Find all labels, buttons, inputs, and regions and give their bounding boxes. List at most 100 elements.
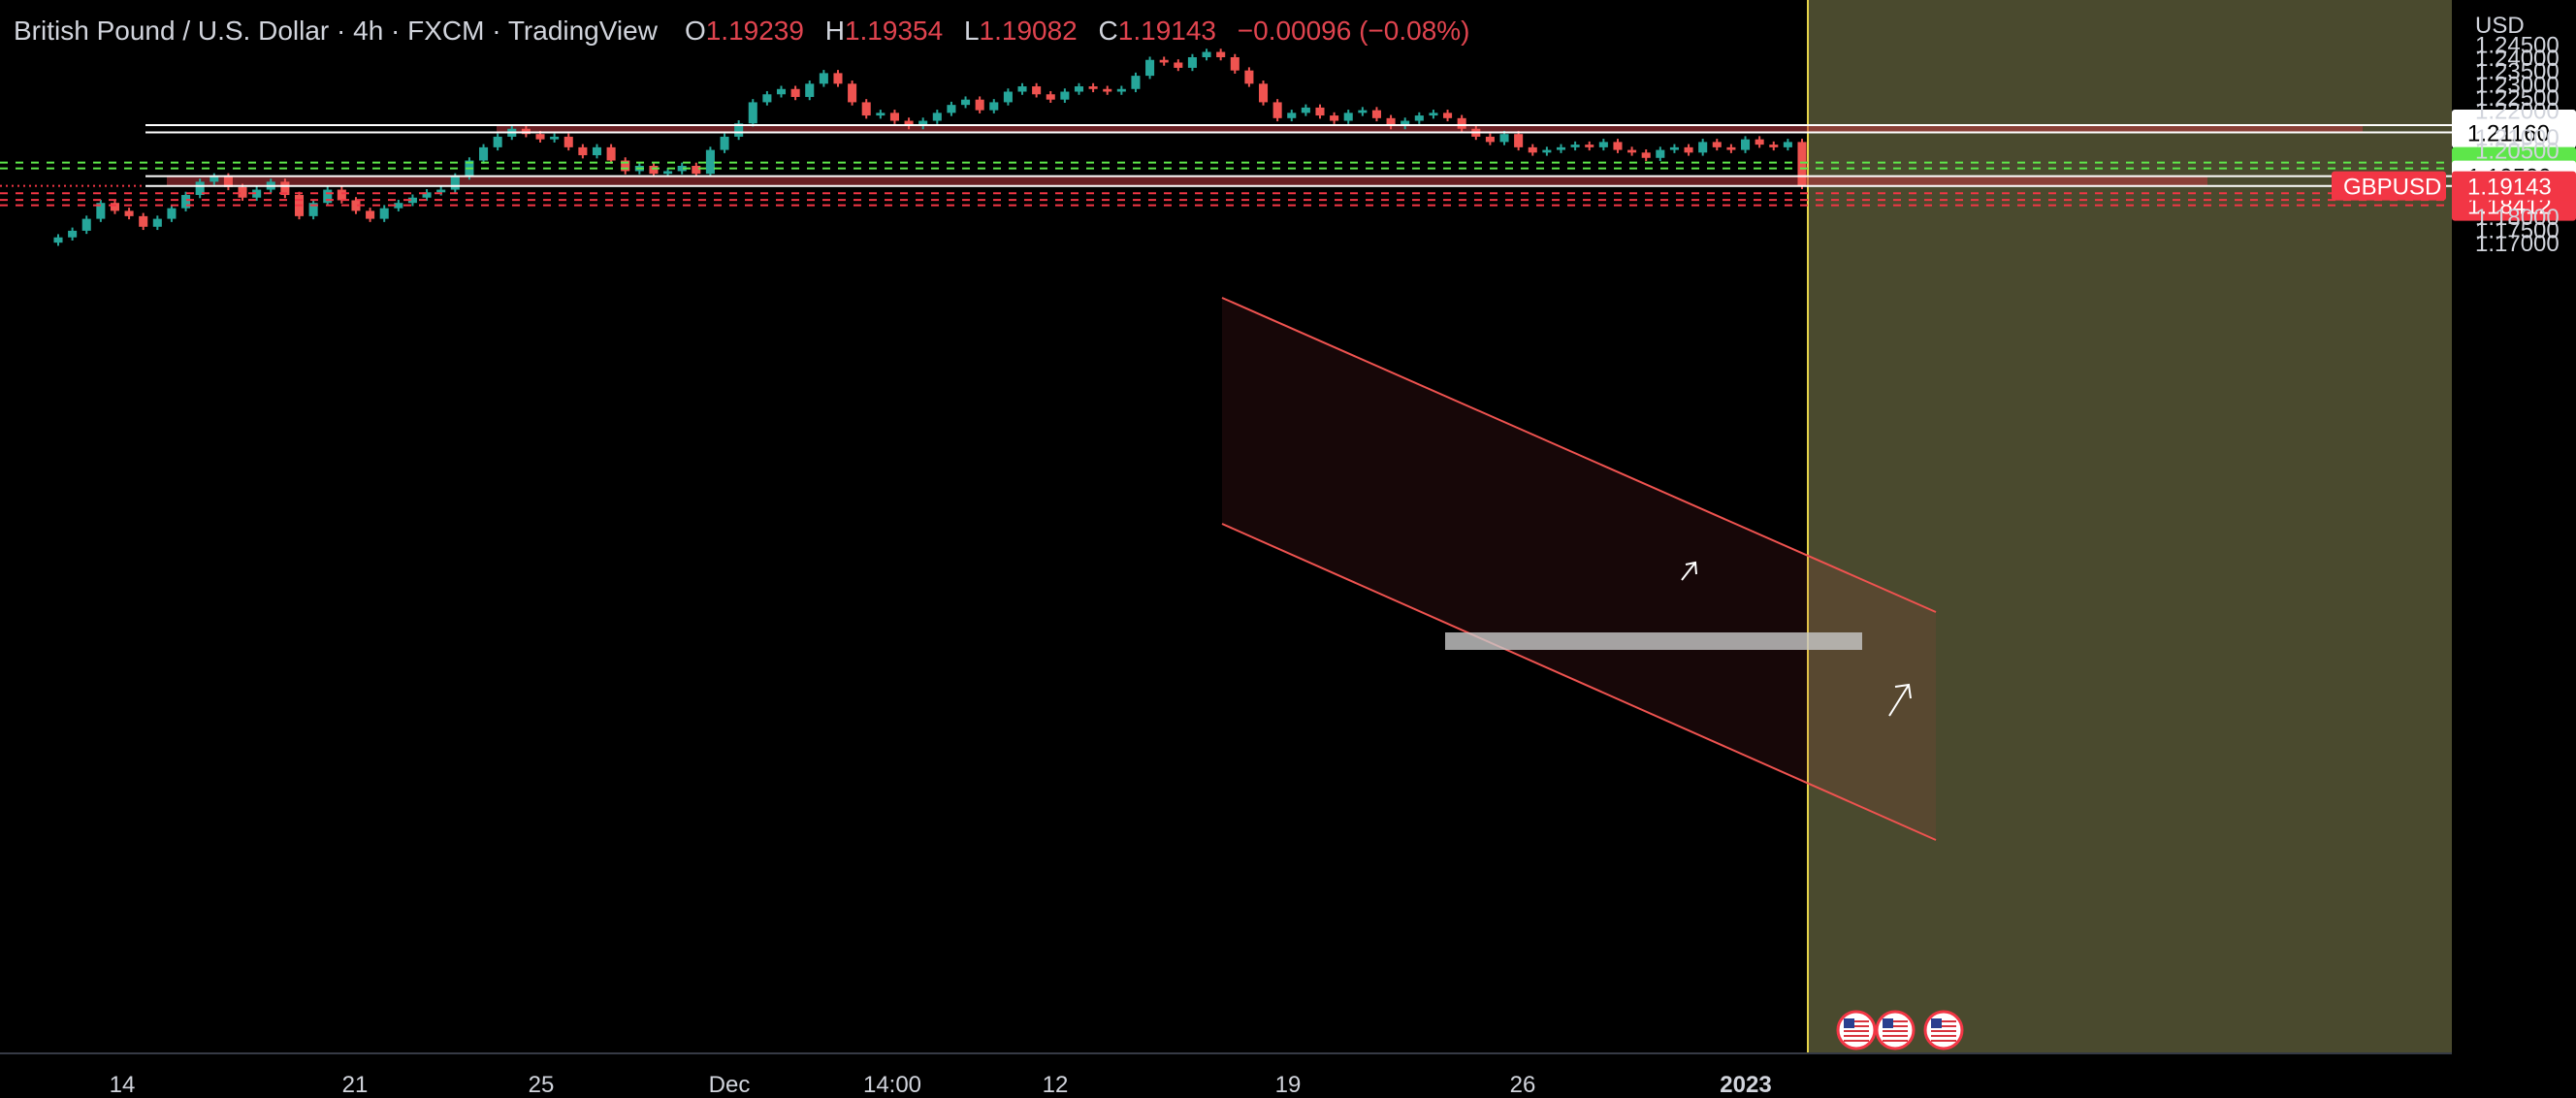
candle xyxy=(252,186,262,202)
candle xyxy=(1556,144,1566,153)
open-value: 1.19239 xyxy=(705,16,804,46)
symbol-tag-label: GBPUSD xyxy=(2343,175,2441,201)
candle-body xyxy=(1145,59,1155,77)
candle xyxy=(876,110,886,119)
channel-upper-line[interactable] xyxy=(1221,297,1937,613)
candle-body xyxy=(1740,139,1751,150)
time-tick-label: Dec xyxy=(709,1072,751,1098)
descending-channel[interactable] xyxy=(1222,298,1936,840)
candle-body xyxy=(1131,76,1141,89)
price-tick-label: 1.22500 xyxy=(2475,85,2560,112)
candle-body xyxy=(280,181,290,196)
candle xyxy=(848,81,857,106)
candle-body xyxy=(1585,145,1594,147)
candle xyxy=(351,197,361,214)
candle-body xyxy=(1414,115,1424,121)
time-tick-label: 12 xyxy=(1043,1072,1069,1098)
open-label: O xyxy=(684,16,706,46)
candle-body xyxy=(1514,134,1524,147)
price-tick-label: 1.23000 xyxy=(2475,72,2560,98)
candle xyxy=(493,133,502,151)
candle xyxy=(1797,139,1807,190)
price-tick-label: 1.22000 xyxy=(2475,99,2560,125)
candle xyxy=(677,162,687,175)
last-price-badge[interactable]: 1.19143 xyxy=(2452,171,2576,201)
candle-body xyxy=(1401,120,1410,127)
candle-body xyxy=(819,73,828,84)
us-flag-icon[interactable] xyxy=(1875,1010,1916,1050)
candle xyxy=(550,133,560,143)
candle-body xyxy=(1797,142,1807,186)
price-axis[interactable]: 1.214351.211601.200241.198051.195091.191… xyxy=(2452,13,2576,257)
support-box[interactable] xyxy=(1445,632,1862,650)
candle-body xyxy=(337,189,346,201)
price-tick-label: 1.20500 xyxy=(2475,139,2560,165)
candle-body xyxy=(776,88,787,95)
candle xyxy=(1358,107,1368,116)
candle xyxy=(1457,114,1466,133)
channel-lower-line[interactable] xyxy=(1221,523,1937,841)
candle-body xyxy=(989,102,999,111)
time-tick-label: 26 xyxy=(1510,1072,1536,1098)
candle-body xyxy=(1330,115,1339,121)
candle xyxy=(1401,117,1410,130)
candle xyxy=(1698,139,1708,156)
supply-demand-zone[interactable] xyxy=(167,176,2207,186)
candle-body xyxy=(379,208,389,219)
candle xyxy=(734,119,744,141)
candle-body xyxy=(1032,86,1042,95)
candle xyxy=(748,99,757,127)
up-arrow-icon xyxy=(1681,561,1697,581)
low-value: 1.19082 xyxy=(979,16,1078,46)
price-level-label: 1.21160 xyxy=(2467,121,2550,147)
candle xyxy=(606,144,616,164)
candle-body xyxy=(1570,145,1580,147)
candle xyxy=(1272,99,1282,122)
candle xyxy=(592,144,602,159)
candle xyxy=(407,194,417,207)
candle-body xyxy=(692,165,701,175)
price-level-badge[interactable]: 1.21160 xyxy=(2452,116,2576,148)
candle xyxy=(280,178,290,199)
symbol-title[interactable]: British Pound / U.S. Dollar · 4h · FXCM … xyxy=(14,16,658,46)
supply-demand-zone[interactable] xyxy=(497,125,2363,133)
candle xyxy=(975,96,984,113)
candle xyxy=(947,101,956,116)
candle xyxy=(819,70,828,87)
price-tick-label: 1.21000 xyxy=(2475,125,2560,151)
candle-body xyxy=(1116,88,1126,92)
candle xyxy=(776,85,787,98)
close-label: C xyxy=(1098,16,1118,46)
candle-body xyxy=(1187,57,1197,68)
candle-body xyxy=(308,203,318,216)
candle xyxy=(1074,82,1084,95)
candle-body xyxy=(889,113,899,121)
candle-body xyxy=(450,176,460,190)
candle xyxy=(1174,59,1183,72)
candle-body xyxy=(351,200,361,211)
candle-body xyxy=(252,189,262,198)
us-flag-icon[interactable] xyxy=(1923,1010,1964,1050)
candle xyxy=(1627,146,1637,156)
candle xyxy=(578,144,588,159)
time-axis[interactable]: 14 21 25 Dec 14:00 12 19 26 2023 xyxy=(0,1052,2452,1098)
candle xyxy=(1159,56,1169,66)
price-tick-label: 1.18000 xyxy=(2475,205,2560,231)
candle xyxy=(167,205,177,222)
candle xyxy=(96,199,106,222)
change-value: −0.00096 (−0.08%) xyxy=(1237,16,1470,46)
candle-body xyxy=(1669,146,1679,150)
candle-body xyxy=(1684,146,1693,153)
candle-body xyxy=(705,149,715,175)
us-flag-icon[interactable] xyxy=(1836,1010,1877,1050)
candle xyxy=(889,110,899,124)
symbol-tag[interactable]: GBPUSD xyxy=(2332,171,2446,201)
candle xyxy=(308,199,318,220)
candle xyxy=(1726,144,1736,153)
price-tick-label: 1.24500 xyxy=(2475,32,2560,58)
low-label: L xyxy=(963,16,980,46)
currency-label: USD xyxy=(2475,13,2525,39)
candle xyxy=(1514,130,1524,151)
time-tick-label: 14:00 xyxy=(863,1072,921,1098)
